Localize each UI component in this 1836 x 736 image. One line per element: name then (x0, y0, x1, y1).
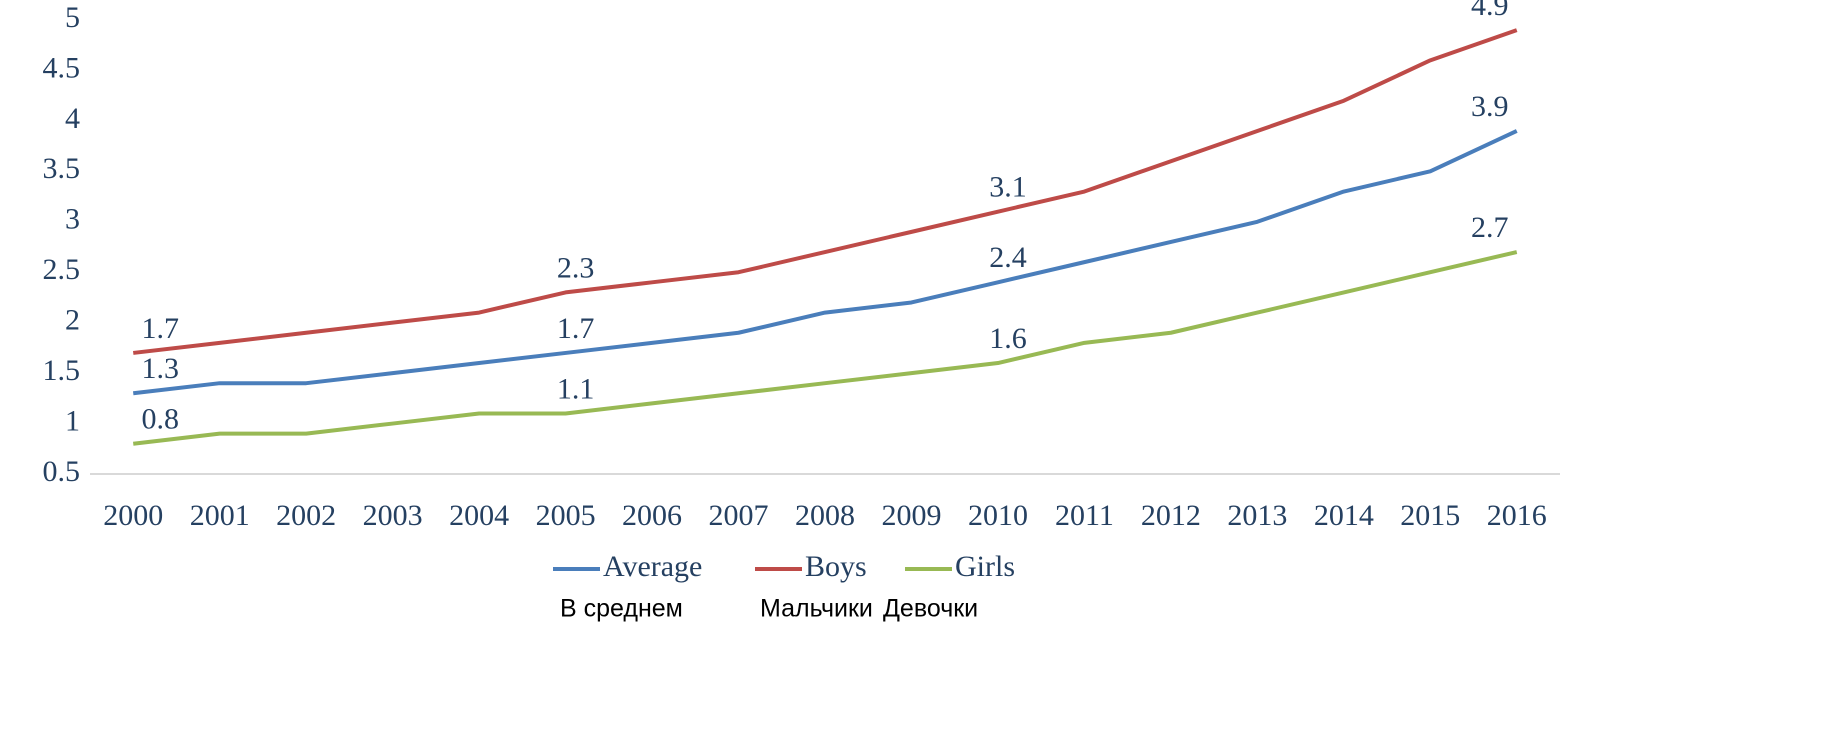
y-tick-label: 5 (65, 1, 80, 34)
data-label: 3.1 (989, 171, 1027, 204)
y-tick-label: 3.5 (43, 152, 81, 185)
x-tick-label: 2009 (881, 499, 941, 532)
data-label: 2.7 (1471, 211, 1509, 244)
x-tick-label: 2003 (363, 499, 423, 532)
legend-label: Average (603, 550, 702, 583)
x-tick-label: 2010 (968, 499, 1028, 532)
y-tick-label: 2.5 (43, 253, 81, 286)
x-tick-label: 2008 (795, 499, 855, 532)
y-tick-label: 1.5 (43, 354, 81, 387)
data-label: 3.9 (1471, 90, 1509, 123)
legend-translation: Мальчики (760, 595, 873, 623)
legend-translation: В среднем (560, 595, 683, 623)
y-tick-label: 1 (65, 404, 80, 437)
x-tick-label: 2011 (1055, 499, 1114, 532)
x-tick-label: 2006 (622, 499, 682, 532)
y-tick-label: 4.5 (43, 51, 81, 84)
line-series (133, 129, 1518, 396)
data-label: 1.3 (141, 352, 179, 385)
x-tick-label: 2005 (536, 499, 596, 532)
x-tick-label: 2013 (1227, 499, 1287, 532)
x-tick-label: 2000 (103, 499, 163, 532)
data-label: 1.7 (557, 312, 595, 345)
y-tick-label: 2 (65, 304, 80, 337)
y-tick-label: 0.5 (43, 455, 81, 488)
x-tick-label: 2004 (449, 499, 509, 532)
legend-label: Boys (805, 550, 867, 583)
x-tick-label: 2001 (190, 499, 250, 532)
x-tick-label: 2015 (1400, 499, 1460, 532)
data-label: 1.1 (557, 372, 595, 405)
line-series (133, 250, 1518, 446)
legend-label: Girls (955, 550, 1015, 583)
data-label: 4.9 (1471, 0, 1509, 22)
data-label: 2.3 (557, 251, 595, 284)
x-tick-label: 2016 (1487, 499, 1547, 532)
x-tick-label: 2012 (1141, 499, 1201, 532)
data-label: 0.8 (141, 403, 179, 436)
y-tick-label: 3 (65, 203, 80, 236)
legend-translation: Девочки (883, 595, 978, 623)
x-tick-label: 2014 (1314, 499, 1374, 532)
x-tick-label: 2002 (276, 499, 336, 532)
x-tick-label: 2007 (709, 499, 769, 532)
line-series (133, 28, 1518, 355)
data-label: 2.4 (989, 241, 1027, 274)
data-label: 1.7 (141, 312, 179, 345)
data-label: 1.6 (989, 322, 1027, 355)
y-tick-label: 4 (65, 102, 80, 135)
